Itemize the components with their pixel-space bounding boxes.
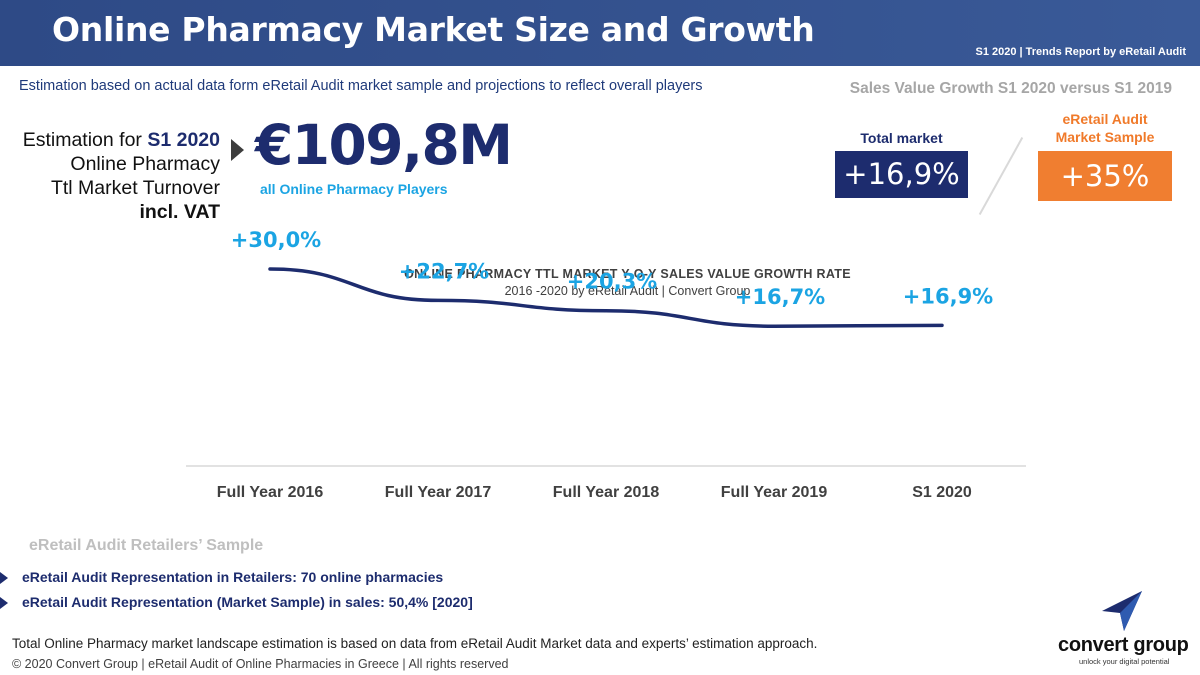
- estimation-note: Estimation based on actual data form eRe…: [19, 78, 703, 94]
- logo-name: convert group: [1058, 634, 1189, 656]
- logo-tagline: unlock your digital potential: [1079, 657, 1170, 666]
- data-label: +16,7%: [735, 285, 825, 309]
- bullet-arrow-icon: [0, 597, 8, 609]
- chart-subtitle: 2016 -2020 by eRetail Audit | Convert Gr…: [504, 284, 751, 298]
- total-market-label: Total market: [860, 130, 943, 146]
- sample-item-retailers: eRetail Audit Representation in Retailer…: [22, 569, 444, 585]
- header-bar: Online Pharmacy Market Size and Growth S…: [0, 0, 1200, 66]
- market-value: €109,8M: [255, 113, 513, 177]
- x-tick-label: S1 2020: [912, 484, 972, 501]
- page-title: Online Pharmacy Market Size and Growth: [52, 10, 815, 49]
- copyright: © 2020 Convert Group | eRetail Audit of …: [12, 657, 509, 671]
- estimation-line-4: incl. VAT: [139, 201, 220, 223]
- market-sample-label: eRetail Audit Market Sample: [1038, 110, 1172, 146]
- market-sample-label-line-1: eRetail Audit: [1062, 111, 1148, 127]
- data-label: +20,3%: [567, 270, 657, 294]
- estimation-line-3: Ttl Market Turnover: [50, 177, 220, 199]
- market-sample-label-line-2: Market Sample: [1055, 129, 1155, 145]
- estimation-line-2: Online Pharmacy: [70, 153, 220, 175]
- arrow-right-icon: [231, 139, 244, 161]
- x-tick-label: Full Year 2016: [217, 484, 324, 501]
- series-line: [268, 267, 944, 328]
- sample-heading: eRetail Audit Retailers’ Sample: [29, 537, 264, 554]
- estimation-prefix: Estimation for: [22, 129, 148, 151]
- report-subtitle: S1 2020 | Trends Report by eRetail Audit: [975, 46, 1186, 58]
- data-label: +30,0%: [231, 228, 321, 252]
- convert-group-logo-icon: [1102, 591, 1142, 631]
- estimation-line-1: Estimation for S1 2020: [0, 128, 220, 152]
- market-sample-growth: +35%: [1038, 151, 1172, 201]
- x-tick-label: Full Year 2017: [385, 484, 492, 501]
- estimation-period: S1 2020: [147, 129, 220, 151]
- bullet-arrow-icon: [0, 572, 8, 584]
- data-label: +16,9%: [903, 284, 993, 308]
- chart-title: ONLINE PHARMACY TTL MARKET Y-O-Y SALES V…: [404, 267, 851, 281]
- market-value-note: all Online Pharmacy Players: [260, 181, 448, 197]
- growth-heading: Sales Value Growth S1 2020 versus S1 201…: [849, 80, 1172, 97]
- x-tick-label: Full Year 2019: [721, 484, 828, 501]
- sample-item-sales: eRetail Audit Representation (Market Sam…: [22, 594, 473, 610]
- data-label: +22,7%: [399, 259, 489, 283]
- total-market-growth: +16,9%: [835, 151, 968, 198]
- footnote: Total Online Pharmacy market landscape e…: [12, 636, 818, 651]
- x-tick-label: Full Year 2018: [553, 484, 660, 501]
- estimation-label: Estimation for S1 2020 Online Pharmacy T…: [0, 128, 220, 224]
